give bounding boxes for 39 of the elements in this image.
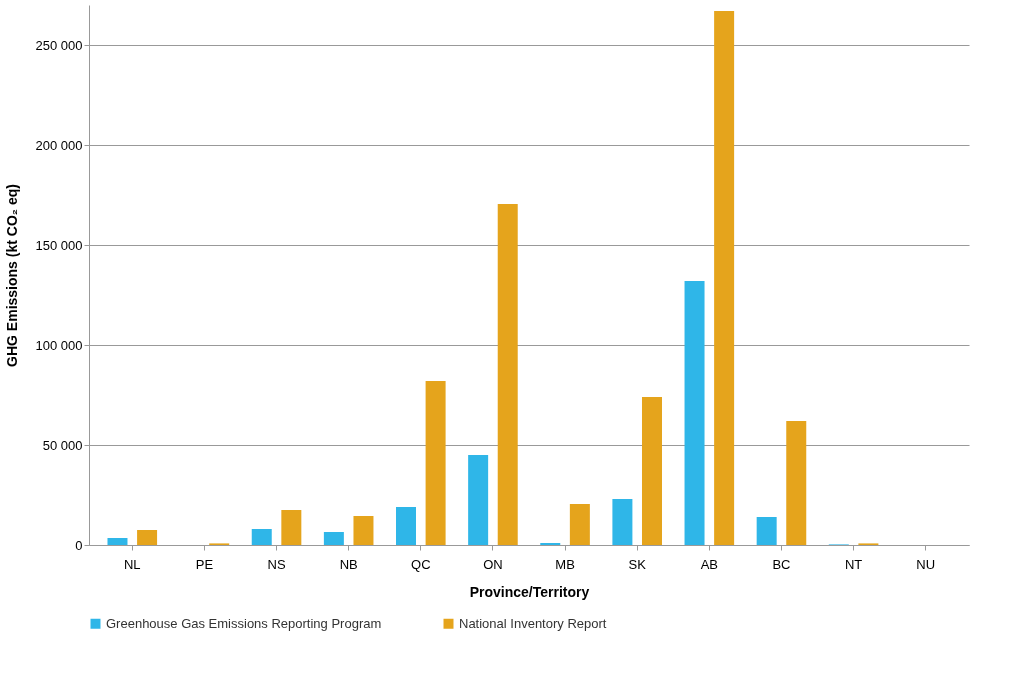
legend-label: Greenhouse Gas Emissions Reporting Program [106,615,382,631]
x-tick-label: NL [123,556,141,572]
x-tick-label: PE [195,556,214,572]
y-axis-title: GHG Emissions (kt CO₂ eq) [3,184,20,367]
bar [684,281,705,545]
y-tick-label: 100 000 [35,337,83,353]
x-tick-label: MB [555,556,575,572]
x-tick-label: QC [411,556,431,572]
y-tick-label: 200 000 [35,137,83,153]
x-tick-label: AB [700,556,718,572]
x-tick-label: NU [916,556,936,572]
bar [714,11,735,545]
bar [107,538,128,545]
y-tick-label: 150 000 [35,237,83,253]
x-tick-label: NB [339,556,358,572]
bar [612,499,633,545]
bar [569,504,590,545]
bar [281,510,302,545]
y-tick-label: 0 [75,537,83,553]
bar [425,381,446,545]
bar [251,529,272,545]
x-tick-label: NS [267,556,286,572]
bar [137,530,158,545]
bar [323,532,344,545]
y-tick-label: 50 000 [42,437,83,453]
x-tick-label: ON [483,556,503,572]
x-tick-label: SK [628,556,647,572]
bar [756,517,777,545]
bar [396,507,417,545]
bar [786,421,807,545]
bar [468,455,489,545]
bar [641,397,662,545]
bar [353,516,374,545]
x-tick-label: NT [844,556,863,572]
legend-label: National Inventory Report [459,615,607,631]
y-tick-label: 250 000 [35,37,83,53]
x-axis-title: Province/Territory [469,583,590,600]
x-tick-label: BC [772,556,791,572]
bar [497,204,518,545]
